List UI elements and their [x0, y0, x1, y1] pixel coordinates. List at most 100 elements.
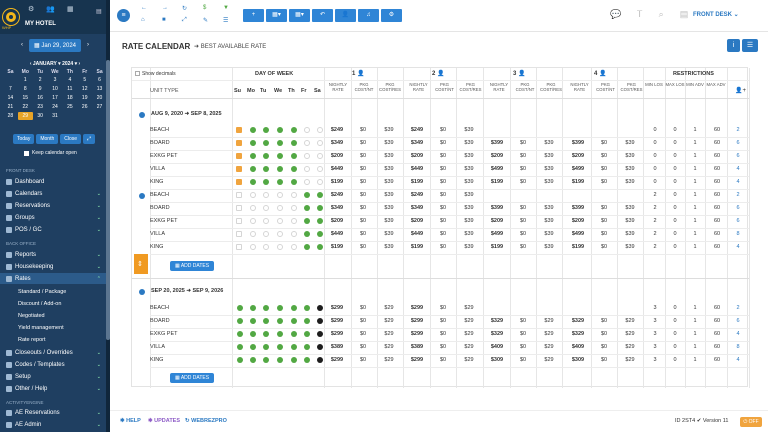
- day-available-icon[interactable]: [263, 166, 269, 172]
- day-header[interactable]: Su: [234, 88, 242, 94]
- rate-cell[interactable]: 2: [653, 244, 657, 250]
- calendar-day[interactable]: 28: [7, 113, 14, 119]
- day-available-icon[interactable]: [317, 218, 323, 224]
- rate-cell[interactable]: $499: [490, 166, 504, 172]
- day-available-icon[interactable]: [317, 153, 323, 159]
- calendar-day[interactable]: 31: [52, 113, 58, 119]
- rate-cell[interactable]: $39: [625, 179, 635, 185]
- rate-cell[interactable]: 1: [693, 244, 697, 250]
- day-available-icon[interactable]: [237, 357, 243, 363]
- updates-link[interactable]: ✱ UPDATES: [148, 418, 181, 424]
- rate-cell[interactable]: $249: [410, 127, 424, 133]
- rate-cell[interactable]: $0: [519, 140, 527, 146]
- rate-cell[interactable]: 0: [653, 153, 657, 159]
- rate-cell[interactable]: $0: [519, 218, 527, 224]
- rate-cell[interactable]: 60: [713, 244, 721, 250]
- rate-cell[interactable]: 0: [673, 344, 677, 350]
- users-icon[interactable]: 👥: [46, 6, 55, 13]
- rate-cell[interactable]: 4: [736, 166, 740, 172]
- rate-cell[interactable]: $0: [519, 244, 527, 250]
- today-button[interactable]: Today: [13, 134, 35, 144]
- rate-cell[interactable]: 1: [693, 218, 697, 224]
- day-available-icon[interactable]: [291, 305, 297, 311]
- day-available-icon[interactable]: [250, 127, 256, 133]
- rate-cell[interactable]: 1: [693, 166, 697, 172]
- rate-cell[interactable]: 0: [673, 140, 677, 146]
- rate-cell[interactable]: $39: [384, 192, 394, 198]
- rate-cell[interactable]: $0: [600, 153, 608, 159]
- settings-icon[interactable]: ⚙: [28, 6, 35, 13]
- rate-cell[interactable]: $0: [359, 331, 367, 337]
- rate-cell[interactable]: 6: [736, 205, 740, 211]
- notes-icon[interactable]: ▤: [679, 9, 689, 19]
- rate-cell[interactable]: 3: [653, 331, 657, 337]
- rate-cell[interactable]: $39: [464, 153, 474, 159]
- rate-cell[interactable]: 1: [693, 318, 697, 324]
- cal-year[interactable]: 2024: [62, 61, 74, 67]
- day-available-icon[interactable]: [277, 153, 283, 159]
- day-available-icon[interactable]: [263, 192, 269, 198]
- rate-cell[interactable]: $309: [490, 357, 504, 363]
- day-available-icon[interactable]: [263, 140, 269, 146]
- rate-cell[interactable]: $29: [384, 344, 394, 350]
- nav-closeouts[interactable]: Closeouts / Overrides ⌄: [0, 347, 110, 358]
- rate-cell[interactable]: $349: [330, 205, 344, 211]
- day-available-icon[interactable]: [263, 318, 269, 324]
- rate-cell[interactable]: 4: [736, 244, 740, 250]
- rate-cell[interactable]: 0: [673, 305, 677, 311]
- rate-cell[interactable]: $29: [464, 357, 474, 363]
- nav-yield-management[interactable]: Yield management: [0, 322, 110, 333]
- rate-cell[interactable]: $209: [490, 153, 504, 159]
- webrezpro-link[interactable]: ↻ WEBREZPRO: [185, 418, 227, 424]
- rate-cell[interactable]: $0: [359, 357, 367, 363]
- hotel-name[interactable]: MY HOTEL: [25, 21, 56, 27]
- rate-cell[interactable]: 4: [736, 179, 740, 185]
- day-available-icon[interactable]: [277, 192, 283, 198]
- calendar-day[interactable]: 17: [52, 95, 58, 101]
- arrow-right-icon[interactable]: →: [162, 5, 168, 11]
- rate-cell[interactable]: 0: [653, 179, 657, 185]
- rate-cell[interactable]: $329: [571, 318, 585, 324]
- rate-cell[interactable]: 0: [673, 331, 677, 337]
- day-available-icon[interactable]: [317, 305, 323, 311]
- calendar-day[interactable]: 26: [81, 104, 88, 110]
- rate-cell[interactable]: $299: [410, 331, 424, 337]
- day-available-icon[interactable]: [250, 153, 256, 159]
- calendar-day[interactable]: 24: [52, 104, 58, 110]
- rate-cell[interactable]: $499: [490, 231, 504, 237]
- rate-cell[interactable]: 1: [693, 344, 697, 350]
- calendar-day[interactable]: 5: [83, 77, 87, 83]
- rate-cell[interactable]: $39: [384, 153, 394, 159]
- rate-cell[interactable]: $0: [359, 179, 367, 185]
- rate-cell[interactable]: $0: [439, 127, 447, 133]
- list-icon[interactable]: ☰: [223, 18, 229, 24]
- rate-cell[interactable]: $309: [571, 357, 585, 363]
- rate-cell[interactable]: $0: [600, 205, 608, 211]
- rate-cell[interactable]: $389: [410, 344, 424, 350]
- day-available-icon[interactable]: [317, 331, 323, 337]
- rate-cell[interactable]: $249: [330, 192, 344, 198]
- rate-cell[interactable]: 60: [713, 127, 721, 133]
- rate-cell[interactable]: $0: [519, 153, 527, 159]
- rate-cell[interactable]: $0: [439, 179, 447, 185]
- rate-cell[interactable]: $199: [490, 179, 504, 185]
- day-available-icon[interactable]: [250, 331, 256, 337]
- rate-cell[interactable]: $199: [410, 244, 424, 250]
- rate-cell[interactable]: $0: [600, 331, 608, 337]
- rate-cell[interactable]: $29: [544, 357, 554, 363]
- calendar-alt-button[interactable]: ▦▾: [289, 9, 310, 22]
- calendar-day[interactable]: 11: [67, 86, 73, 92]
- rate-cell[interactable]: 60: [713, 318, 721, 324]
- calendar-day[interactable]: 6: [98, 77, 101, 83]
- rate-cell[interactable]: $29: [464, 318, 474, 324]
- rate-cell[interactable]: $39: [464, 218, 474, 224]
- orange-flag-icon[interactable]: [236, 179, 242, 185]
- calendar-day[interactable]: 12: [81, 86, 88, 92]
- rate-cell[interactable]: $39: [625, 153, 635, 159]
- rate-cell[interactable]: $0: [439, 357, 447, 363]
- rate-cell[interactable]: $29: [625, 344, 635, 350]
- sidebar-scrollbar[interactable]: [106, 0, 110, 432]
- day-available-icon[interactable]: [277, 331, 283, 337]
- rate-cell[interactable]: $39: [544, 218, 554, 224]
- rate-cell[interactable]: $39: [625, 231, 635, 237]
